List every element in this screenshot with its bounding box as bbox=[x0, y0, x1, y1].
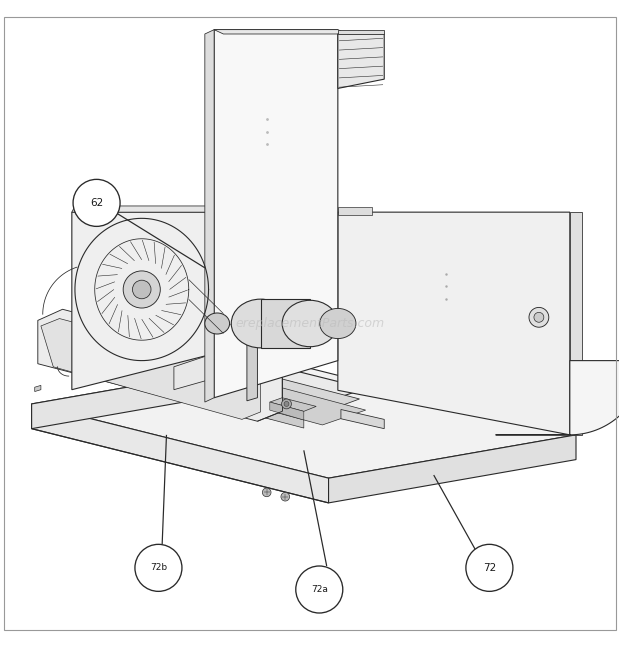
Polygon shape bbox=[338, 207, 372, 215]
Polygon shape bbox=[50, 333, 366, 419]
Circle shape bbox=[135, 544, 182, 591]
Polygon shape bbox=[72, 206, 214, 212]
Circle shape bbox=[123, 271, 161, 308]
Polygon shape bbox=[72, 212, 211, 389]
Circle shape bbox=[133, 280, 151, 299]
Polygon shape bbox=[341, 410, 384, 429]
Polygon shape bbox=[156, 360, 360, 419]
Text: 72: 72 bbox=[483, 563, 496, 573]
Circle shape bbox=[466, 544, 513, 591]
Polygon shape bbox=[156, 380, 304, 428]
Circle shape bbox=[529, 307, 549, 327]
Text: 72b: 72b bbox=[150, 564, 167, 573]
Polygon shape bbox=[247, 324, 285, 330]
Ellipse shape bbox=[205, 313, 229, 334]
Circle shape bbox=[281, 492, 290, 501]
Ellipse shape bbox=[320, 309, 356, 338]
Circle shape bbox=[296, 566, 343, 613]
Polygon shape bbox=[338, 34, 384, 89]
Polygon shape bbox=[32, 404, 329, 503]
Polygon shape bbox=[270, 398, 316, 411]
Polygon shape bbox=[35, 386, 41, 391]
Circle shape bbox=[73, 179, 120, 226]
Polygon shape bbox=[570, 212, 582, 435]
Polygon shape bbox=[214, 30, 338, 398]
Polygon shape bbox=[41, 318, 260, 419]
Polygon shape bbox=[69, 346, 329, 419]
Polygon shape bbox=[338, 212, 570, 435]
Text: 62: 62 bbox=[90, 198, 103, 208]
Polygon shape bbox=[338, 30, 384, 34]
Polygon shape bbox=[329, 435, 576, 503]
Polygon shape bbox=[183, 373, 366, 425]
Polygon shape bbox=[205, 30, 214, 402]
Text: 72a: 72a bbox=[311, 585, 328, 594]
Polygon shape bbox=[174, 355, 211, 389]
Polygon shape bbox=[495, 360, 620, 435]
Polygon shape bbox=[247, 324, 257, 401]
Circle shape bbox=[534, 313, 544, 322]
Ellipse shape bbox=[282, 300, 338, 347]
Polygon shape bbox=[270, 402, 304, 420]
Circle shape bbox=[281, 399, 291, 409]
Polygon shape bbox=[214, 30, 347, 34]
Text: ereplacementParts.com: ereplacementParts.com bbox=[236, 317, 384, 330]
Circle shape bbox=[262, 488, 271, 497]
Polygon shape bbox=[32, 360, 279, 429]
Polygon shape bbox=[32, 429, 329, 503]
Polygon shape bbox=[32, 360, 576, 478]
Ellipse shape bbox=[231, 299, 290, 348]
Polygon shape bbox=[38, 309, 282, 421]
Polygon shape bbox=[211, 212, 214, 355]
Circle shape bbox=[284, 401, 289, 406]
Polygon shape bbox=[260, 300, 310, 347]
